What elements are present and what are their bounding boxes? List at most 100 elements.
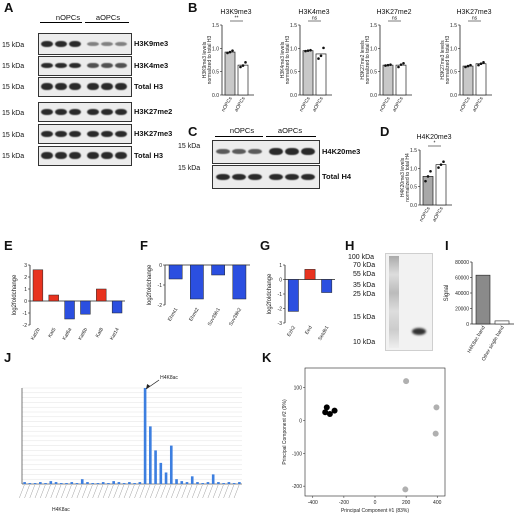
bar [217,482,220,484]
data-point [429,169,432,173]
x-tick-label-mark [192,484,198,499]
x-tick-label-mark [202,484,208,499]
x-tick-label-mark [144,484,151,499]
bar [96,288,107,302]
x-tick-label: Suv39h2 [228,307,243,327]
bar [70,482,74,484]
y-axis-label: H4K20me3 levels [400,157,406,197]
y-axis-label: log2foldchange [147,264,153,305]
bar [224,51,236,96]
bar [143,388,147,484]
y-tick-label: 0 [466,322,469,328]
x-tick-label-mark [24,484,30,499]
x-tick-label: -400 [308,500,318,506]
bar [44,483,47,484]
blot-total-h3-b [38,146,132,166]
bar [54,482,58,484]
data-point [399,63,403,66]
blot-a-row-2: H3K4me3 [134,61,169,70]
ladder-label-5: 25 kDa [353,291,376,298]
x-tick-label-mark [186,484,193,499]
bar [232,483,236,484]
bar [206,482,210,484]
data-point [397,65,400,69]
bar [101,482,105,484]
bar [164,472,168,484]
blot-a-kda-4: 15 kDa [2,110,25,117]
scatter-point [331,407,338,414]
data-point [226,51,229,55]
y-axis-label-2: normalized to total H3 [207,35,213,84]
chart-title: H3K9me3 [220,9,251,16]
y-axis-label-2: normalized to total H4 [405,153,411,202]
y-axis-label-2: normalized to total H3 [285,35,291,84]
x-tick-label: aOPCs [391,96,405,113]
y-tick-label: 1.5 [370,23,377,29]
x-tick-label-mark [212,484,219,499]
x-tick-label: nOPCs [418,206,432,223]
y-tick-label: 1.5 [410,148,417,154]
blot-a-kda-2: 15 kDa [2,63,25,70]
ladder-label-4: 35 kDa [353,282,376,289]
y-tick-label: 1.0 [370,46,377,52]
blot-a-row-6: Total H3 [134,151,164,160]
x-tick-label-mark [223,484,229,499]
blot-a-kda-6: 15 kDa [2,153,25,160]
data-point [426,175,430,178]
bar [80,300,91,315]
x-tick-label-mark [108,484,114,499]
x-tick-label-mark [155,484,161,499]
significance-label: * [434,141,436,147]
bar [287,279,299,312]
bar [122,483,126,484]
data-point [402,61,405,65]
bar [227,482,231,484]
data-point [228,50,232,54]
x-axis-label: Principal Component #1 (83%) [341,508,409,514]
y-tick-label: -1 [23,311,28,317]
data-point [469,63,472,67]
data-point [319,54,323,58]
blot-h3k4me3 [38,56,132,76]
bar [159,462,163,484]
blot-h3k27me3 [38,124,132,144]
bar [23,482,26,484]
x-tick-label: Suv39h1 [207,307,222,327]
bar [238,482,241,484]
panel-letter-f: F [140,238,148,253]
blot-h3k27me2 [38,102,132,122]
x-tick-label-mark [34,484,41,499]
y-tick-label: 0.5 [212,70,219,76]
x-tick-label: Kat6a [62,327,74,342]
data-point [231,49,234,52]
x-tick-label-mark [150,484,156,499]
x-tick-label-mark [165,484,172,499]
blot-a-row-1: H3K9me3 [134,39,169,48]
y-tick-label: 1.0 [212,46,219,52]
blot-a-group-1: nOPCs [55,13,81,22]
x-tick-label-mark [76,484,83,499]
bar [149,426,152,484]
scatter-point [322,409,329,416]
blot-a-row-5: H3K27me3 [134,129,173,138]
x-tick-label: aOPCs [471,96,485,113]
bar [128,482,131,484]
bar [111,300,123,314]
y-tick-label: 0.0 [370,93,377,99]
bar [59,483,63,484]
ladder-label-7: 10 kDa [353,339,376,346]
x-tick-label-mark [82,484,88,499]
bar [65,483,68,484]
y-axis-label: H3K9me3 levels [202,41,208,78]
blot-c-kda-1: 15 kDa [178,143,201,150]
data-point [437,166,440,169]
blot-c-kda-2: 15 kDa [178,165,201,172]
x-tick-label-mark [55,484,62,499]
bar [39,482,42,484]
y-tick-label: -1 [158,283,163,289]
blot-a-group-2: aOPCs [95,13,121,22]
significance-label: ns [312,16,318,22]
data-point [304,49,307,53]
bar [49,481,53,484]
